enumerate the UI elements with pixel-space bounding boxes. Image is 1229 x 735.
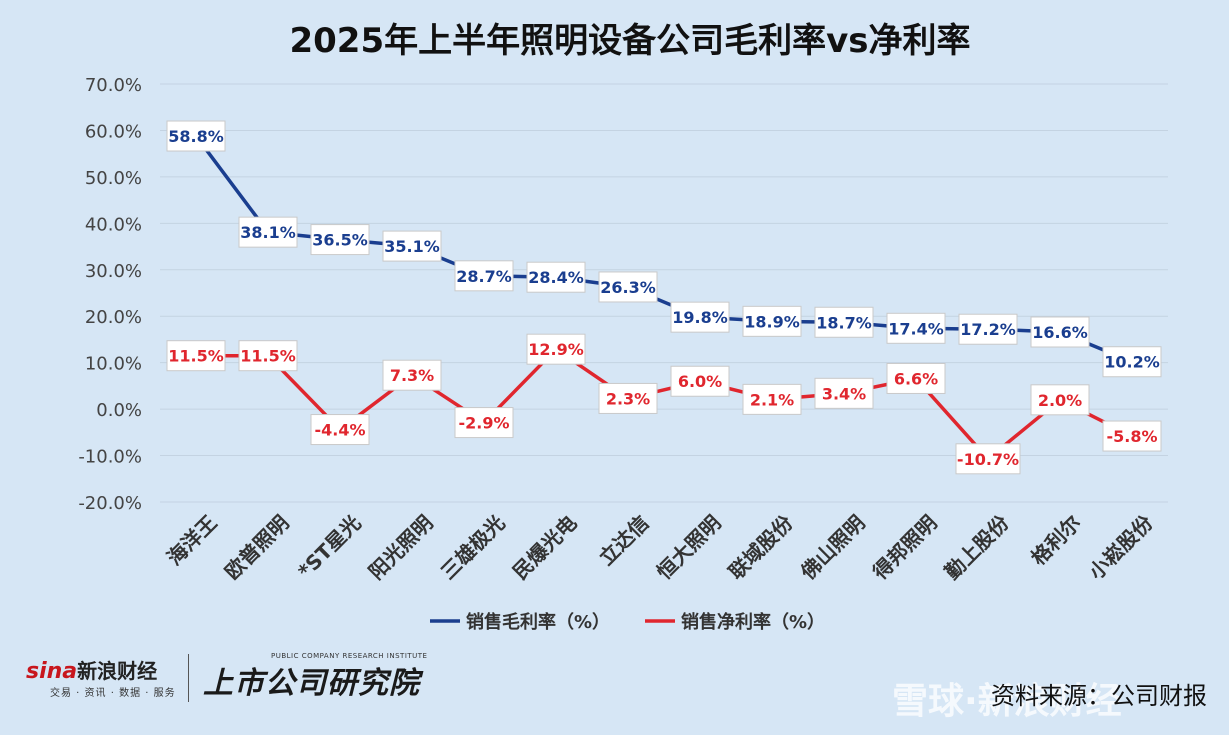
sina-finance-logo: sina新浪财经 交易 · 资讯 · 数据 · 服务 (26, 655, 176, 699)
y-tick-label: 40.0% (85, 214, 142, 235)
data-label-gross-margin: 18.7% (816, 313, 872, 332)
data-label-net-margin: 11.5% (240, 347, 296, 366)
y-tick-label: 60.0% (85, 121, 142, 142)
y-tick-label: 10.0% (85, 354, 142, 375)
data-label-net-margin: 6.0% (678, 372, 722, 391)
data-label-box (526, 333, 586, 365)
data-label-net-margin: 2.0% (1038, 391, 1082, 410)
data-label-net-margin: 2.1% (750, 390, 794, 409)
sina-subtitle: 交易 · 资讯 · 数据 · 服务 (50, 688, 176, 699)
data-label-gross-margin: 17.4% (888, 319, 944, 338)
legend: 销售毛利率（%） 销售净利率（%） (430, 611, 825, 633)
research-tag: PUBLIC COMPANY RESEARCH INSTITUTE (271, 652, 428, 660)
grid-lines (160, 83, 1168, 503)
data-label-box (670, 365, 730, 397)
data-label-box (238, 216, 298, 248)
x-tick-label: 三雄极光 (436, 511, 510, 585)
y-tick-label: 70.0% (85, 75, 142, 96)
data-label-box (454, 407, 514, 439)
data-label-box (1030, 384, 1090, 416)
data-label-box (598, 271, 658, 303)
data-label-box (742, 383, 802, 415)
x-tick-label: 欧普照明 (220, 511, 294, 585)
data-label-net-margin: 3.4% (822, 384, 866, 403)
footer-divider (188, 654, 189, 702)
data-label-box (670, 301, 730, 333)
research-name: 上市公司研究院 (203, 666, 420, 701)
data-label-gross-margin: 58.8% (168, 127, 224, 146)
data-label-net-margin: -5.8% (1106, 427, 1157, 446)
data-label-gross-margin: 26.3% (600, 278, 656, 297)
research-institute-logo: PUBLIC COMPANY RESEARCH INSTITUTE 上市公司研究… (203, 652, 427, 702)
data-label-gross-margin: 19.8% (672, 308, 728, 327)
data-label-box (598, 382, 658, 414)
x-tick-label: 阳光照明 (364, 511, 438, 585)
data-label-gross-margin: 16.6% (1032, 323, 1088, 342)
sina-name: 新浪财经 (77, 659, 158, 683)
data-label-net-margin: 11.5% (168, 347, 224, 366)
x-tick-label: 民爆光电 (508, 511, 582, 585)
data-label-box (742, 305, 802, 337)
data-label-gross-margin: 17.2% (960, 320, 1016, 339)
data-label-gross-margin: 10.2% (1104, 353, 1160, 372)
data-label-net-margin: -10.7% (957, 450, 1019, 469)
y-tick-label: 50.0% (85, 168, 142, 189)
data-label-net-margin: -2.9% (458, 414, 509, 433)
data-label-net-margin: -4.4% (314, 421, 365, 440)
data-label-net-margin: 6.6% (894, 369, 938, 388)
data-label-box (310, 414, 370, 446)
x-tick-label: 佛山照明 (795, 511, 869, 585)
data-label-net-margin: 12.9% (528, 340, 584, 359)
legend-label: 销售净利率（%） (681, 611, 825, 633)
data-label-box (886, 312, 946, 344)
x-tick-label: 格利尔 (1026, 511, 1085, 570)
sina-mark: sina (26, 659, 78, 684)
data-label-box (814, 306, 874, 338)
data-label-box (1030, 316, 1090, 348)
data-label-box (886, 362, 946, 394)
y-tick-label: 20.0% (85, 307, 142, 328)
x-tick-label: 联域股份 (724, 510, 798, 584)
data-label-box (526, 261, 586, 293)
data-label-gross-margin: 18.9% (744, 312, 800, 331)
source-note: 资料来源：公司财报 (991, 682, 1207, 710)
chart-title: 2025年上半年照明设备公司毛利率vs净利率 (289, 21, 970, 61)
x-tick-label: 恒大照明 (652, 511, 726, 585)
data-label-box (166, 340, 226, 372)
x-tick-label: 得邦照明 (867, 511, 941, 585)
data-label-gross-margin: 28.7% (456, 267, 512, 286)
legend-label: 销售毛利率（%） (466, 611, 610, 633)
xueqiu-watermark: 雪球·新浪财经 (892, 681, 1122, 722)
data-label-gross-margin: 28.4% (528, 268, 584, 287)
x-tick-label: 勤上股份 (940, 510, 1014, 584)
series-group: 58.8% 38.1% 36.5% 35.1% 28.7% 28.4% 26.3% 19.8%… (166, 120, 1162, 475)
y-tick-label: -20.0% (78, 493, 142, 514)
data-label-box (1102, 346, 1162, 378)
data-label-gross-margin: 35.1% (384, 237, 440, 256)
data-label-gross-margin: 38.1% (240, 223, 296, 242)
data-label-box (382, 230, 442, 262)
data-label-net-margin: 2.3% (606, 389, 650, 408)
x-tick-label: 立达信 (594, 511, 653, 570)
y-tick-label: 0.0% (96, 400, 142, 421)
x-tick-label: 小崧股份 (1084, 510, 1158, 584)
y-axis-ticks: -20.0% -10.0% 0.0% 10.0% 20.0% 30.0% 40.0% 50.0… (78, 75, 142, 514)
data-label-box (310, 224, 370, 256)
x-tick-label: *ST星光 (293, 511, 365, 583)
data-label-box (1102, 420, 1162, 452)
data-label-box (166, 120, 226, 152)
x-tick-label: 海洋王 (162, 511, 221, 570)
data-label-box (958, 313, 1018, 345)
y-tick-label: -10.0% (78, 447, 142, 468)
data-label-box (814, 377, 874, 409)
data-label-net-margin: 7.3% (390, 366, 434, 385)
y-tick-label: 30.0% (85, 261, 142, 282)
data-label-box (454, 260, 514, 292)
data-label-box (382, 359, 442, 391)
data-label-box (955, 443, 1021, 475)
data-label-gross-margin: 36.5% (312, 231, 368, 250)
data-label-box (238, 340, 298, 372)
